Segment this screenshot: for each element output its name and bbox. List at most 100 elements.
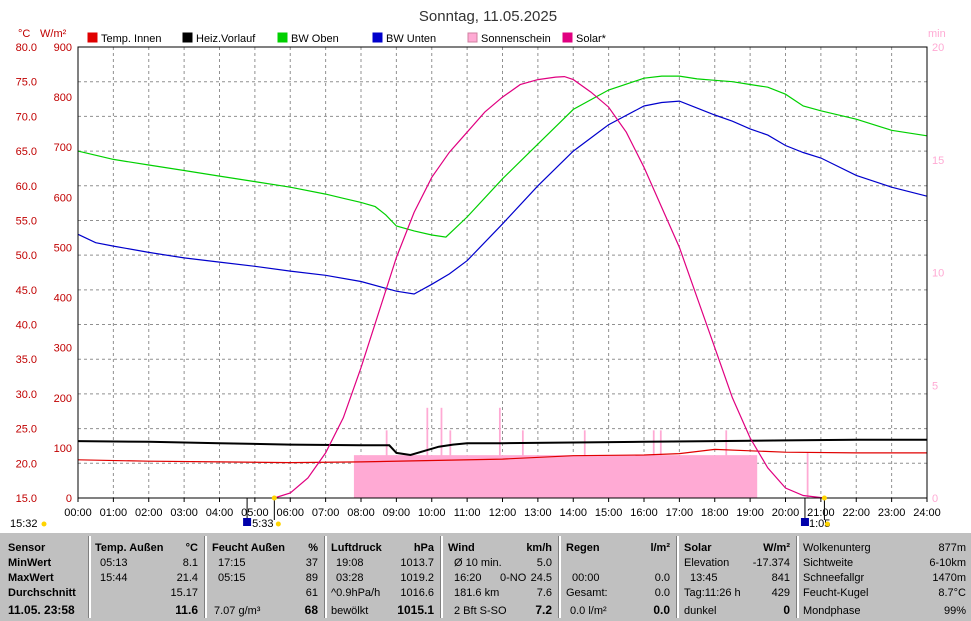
separator (676, 536, 679, 618)
y-solar-tick-label: 500 (54, 242, 72, 254)
sunrise-dot-icon (271, 495, 277, 501)
regen-current: 0.0 (653, 603, 670, 617)
sunshine-bar (426, 407, 429, 498)
x-tick-label: 18:00 (701, 507, 729, 519)
extra-value-cloudbase: 877m (938, 542, 966, 554)
extra-label-snowline: Schneefallgr (803, 572, 865, 584)
y-temp-tick-label: 75.0 (16, 77, 37, 89)
sunshine-bar (385, 430, 388, 498)
wind-current-label: 2 Bft S-SO (454, 605, 507, 617)
sun-markers: 15:32 5:33 1:05 (10, 495, 830, 530)
legend-swatch (562, 32, 573, 43)
luftdruck-unit: hPa (413, 542, 434, 554)
x-tick-label: 10:00 (418, 507, 446, 519)
legend-swatch (467, 32, 478, 43)
x-tick-label: 12:00 (489, 507, 517, 519)
legend-label: Temp. Innen (101, 33, 162, 45)
luftdruck-avg-value: 1016.6 (400, 587, 434, 599)
luftdruck-current: 1015.1 (397, 603, 434, 617)
wind-distance: 181.6 km (454, 587, 500, 599)
chart-grid (78, 47, 927, 498)
tick-labels: 80.0 75.0 70.0 65.0 60.0 55.0 50.0 45.0 40.0 35.0… (16, 42, 945, 519)
luftdruck-max-time: 03:28 (336, 572, 364, 584)
series-line-temp_innen (77, 448, 927, 464)
sunshine-bar (353, 455, 758, 498)
feucht-avg-value: 61 (305, 587, 318, 599)
sun-dot-icon (275, 521, 281, 527)
chart-axes (77, 46, 928, 502)
wind-unit: km/h (526, 542, 552, 554)
y-solar-tick-label: 200 (54, 393, 72, 405)
sun-dot-icon (824, 521, 830, 527)
temp-min-time: 05:13 (100, 557, 128, 569)
stats-panel (0, 533, 971, 621)
wind-current: 7.2 (535, 603, 552, 617)
y-temp-tick-label: 35.0 (16, 354, 37, 366)
y-right-unit: min (928, 28, 946, 40)
x-tick-label: 01:00 (100, 507, 128, 519)
sunshine-bar (449, 430, 452, 498)
solar-daylength: Tag:11:26 h (684, 587, 741, 599)
regen-header: Regen (566, 542, 600, 554)
luftdruck-trend: ^0.9hPa/h (331, 587, 381, 599)
feucht-current-label: 7.07 g/m³ (214, 605, 261, 617)
temp-max-time: 15:44 (100, 572, 128, 584)
x-tick-label: 00:00 (64, 507, 92, 519)
separator (204, 536, 207, 618)
y-temp-tick-label: 45.0 (16, 285, 37, 297)
sunshine-bar (440, 407, 443, 498)
sunshine-bar (498, 407, 501, 498)
feucht-min-time: 17:15 (218, 557, 246, 569)
y-temp-tick-label: 80.0 (16, 42, 37, 54)
sensor-row-max: MaxWert (8, 572, 54, 584)
y-solar-tick-label: 900 (54, 42, 72, 54)
series-line-bw_unten (77, 100, 928, 295)
regen-total-value: 0.0 (654, 587, 670, 599)
weather-chart: 80.0 75.0 70.0 65.0 60.0 55.0 50.0 45.0 40.0 35.0… (10, 8, 946, 530)
moon-icon (800, 518, 809, 526)
x-tick-label: 16:00 (630, 507, 658, 519)
solar-current: 0 (783, 603, 790, 617)
luftdruck-current-label: bewölkt (331, 605, 369, 617)
wind-header: Wind (448, 542, 475, 554)
solar-elevation-value: -17.374 (752, 557, 790, 569)
x-tick-label: 21:00 (807, 507, 835, 519)
legend-swatch (182, 32, 193, 43)
luftdruck-header: Luftdruck (331, 542, 382, 554)
x-tick-label: 04:00 (206, 507, 234, 519)
y-solar-tick-label: 700 (54, 142, 72, 154)
sunset-dot-icon (821, 495, 827, 501)
x-tick-label: 13:00 (524, 507, 552, 519)
solar-unit: W/m² (763, 542, 790, 554)
regen-total-label: Gesamt: (566, 587, 608, 599)
solar-max-value: 841 (771, 572, 790, 584)
solar-max-time: 13:45 (690, 572, 718, 584)
wind-avg10-value: 5.0 (536, 557, 552, 569)
feucht-max-value: 89 (305, 572, 318, 584)
wind-avg10-label: Ø 10 min. (454, 557, 502, 569)
solar-avg-value: 429 (771, 587, 790, 599)
legend-label: Sonnenschein (481, 33, 551, 45)
separator (88, 536, 91, 618)
feucht-unit: % (308, 542, 318, 554)
y-solar-tick-label: 300 (54, 343, 72, 355)
sun-dot-icon (41, 521, 47, 527)
wind-max-time: 16:20 (454, 572, 482, 584)
regen-max-value: 0.0 (654, 572, 670, 584)
extra-value-moonphase: 99% (943, 605, 966, 617)
x-tick-label: 09:00 (383, 507, 411, 519)
x-tick-label: 15:00 (595, 507, 623, 519)
sensor-header: Sensor (8, 542, 46, 554)
y-temp-tick-label: 15.0 (16, 493, 37, 505)
temp-min-value: 8.1 (182, 557, 198, 569)
x-tick-label: 23:00 (878, 507, 906, 519)
feucht-current: 68 (304, 603, 318, 617)
extra-label-cloudbase: Wolkenunterg (803, 542, 871, 554)
luftdruck-min-value: 1013.7 (400, 557, 434, 569)
y-left-unit-solar: W/m² (40, 28, 67, 40)
solar-current-label: dunkel (684, 605, 717, 617)
legend-label: BW Oben (291, 33, 339, 45)
sensor-row-avg: Durchschnitt (8, 587, 76, 599)
legend-swatch (277, 32, 288, 43)
regen-max-time: 00:00 (572, 572, 600, 584)
